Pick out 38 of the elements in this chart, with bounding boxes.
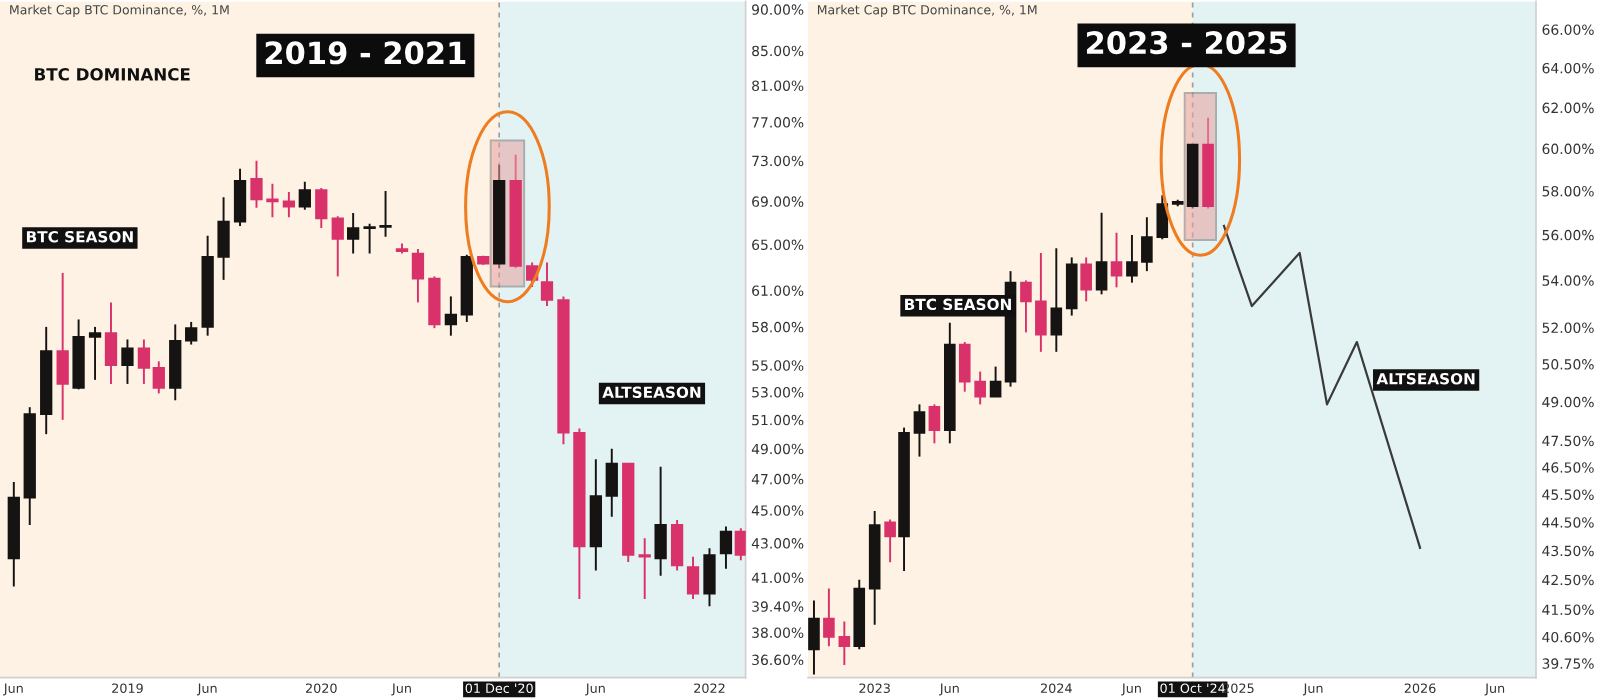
candlestick bbox=[884, 518, 896, 564]
candlestick bbox=[298, 180, 311, 211]
candlestick bbox=[331, 215, 344, 278]
candlestick bbox=[169, 323, 182, 402]
candlestick bbox=[347, 212, 360, 255]
candlestick bbox=[734, 527, 746, 562]
candlestick bbox=[1095, 211, 1108, 296]
candlestick bbox=[1065, 256, 1078, 317]
candlestick bbox=[56, 271, 69, 421]
candlestick bbox=[654, 465, 667, 577]
candlestick bbox=[808, 599, 820, 676]
candlestick bbox=[989, 365, 1002, 398]
candlestick bbox=[928, 403, 941, 445]
text: 2019 - 2021 bbox=[265, 41, 466, 65]
candlestick bbox=[1110, 231, 1123, 289]
candlestick bbox=[540, 261, 554, 307]
candlestick bbox=[838, 620, 851, 666]
candlestick bbox=[719, 525, 733, 570]
candlestick bbox=[121, 338, 134, 385]
candlestick bbox=[444, 295, 458, 337]
candlestick bbox=[233, 167, 247, 227]
candlestick bbox=[605, 447, 618, 518]
candlestick bbox=[411, 248, 425, 304]
candlestick bbox=[88, 325, 102, 381]
candlestick bbox=[670, 519, 684, 572]
candlestick bbox=[703, 547, 716, 608]
candlestick bbox=[1080, 256, 1092, 303]
candlestick bbox=[185, 320, 198, 346]
candlestick bbox=[638, 537, 651, 601]
text: 2023 - 2025 bbox=[1086, 31, 1287, 55]
candlestick bbox=[686, 555, 700, 601]
candlestick bbox=[428, 275, 441, 330]
candlestick bbox=[1050, 247, 1063, 353]
candlestick bbox=[823, 587, 835, 648]
annotation: BTC DOMINANCE bbox=[35, 68, 190, 81]
candlestick bbox=[315, 186, 328, 230]
candlestick bbox=[913, 403, 926, 458]
candlestick bbox=[104, 301, 118, 385]
